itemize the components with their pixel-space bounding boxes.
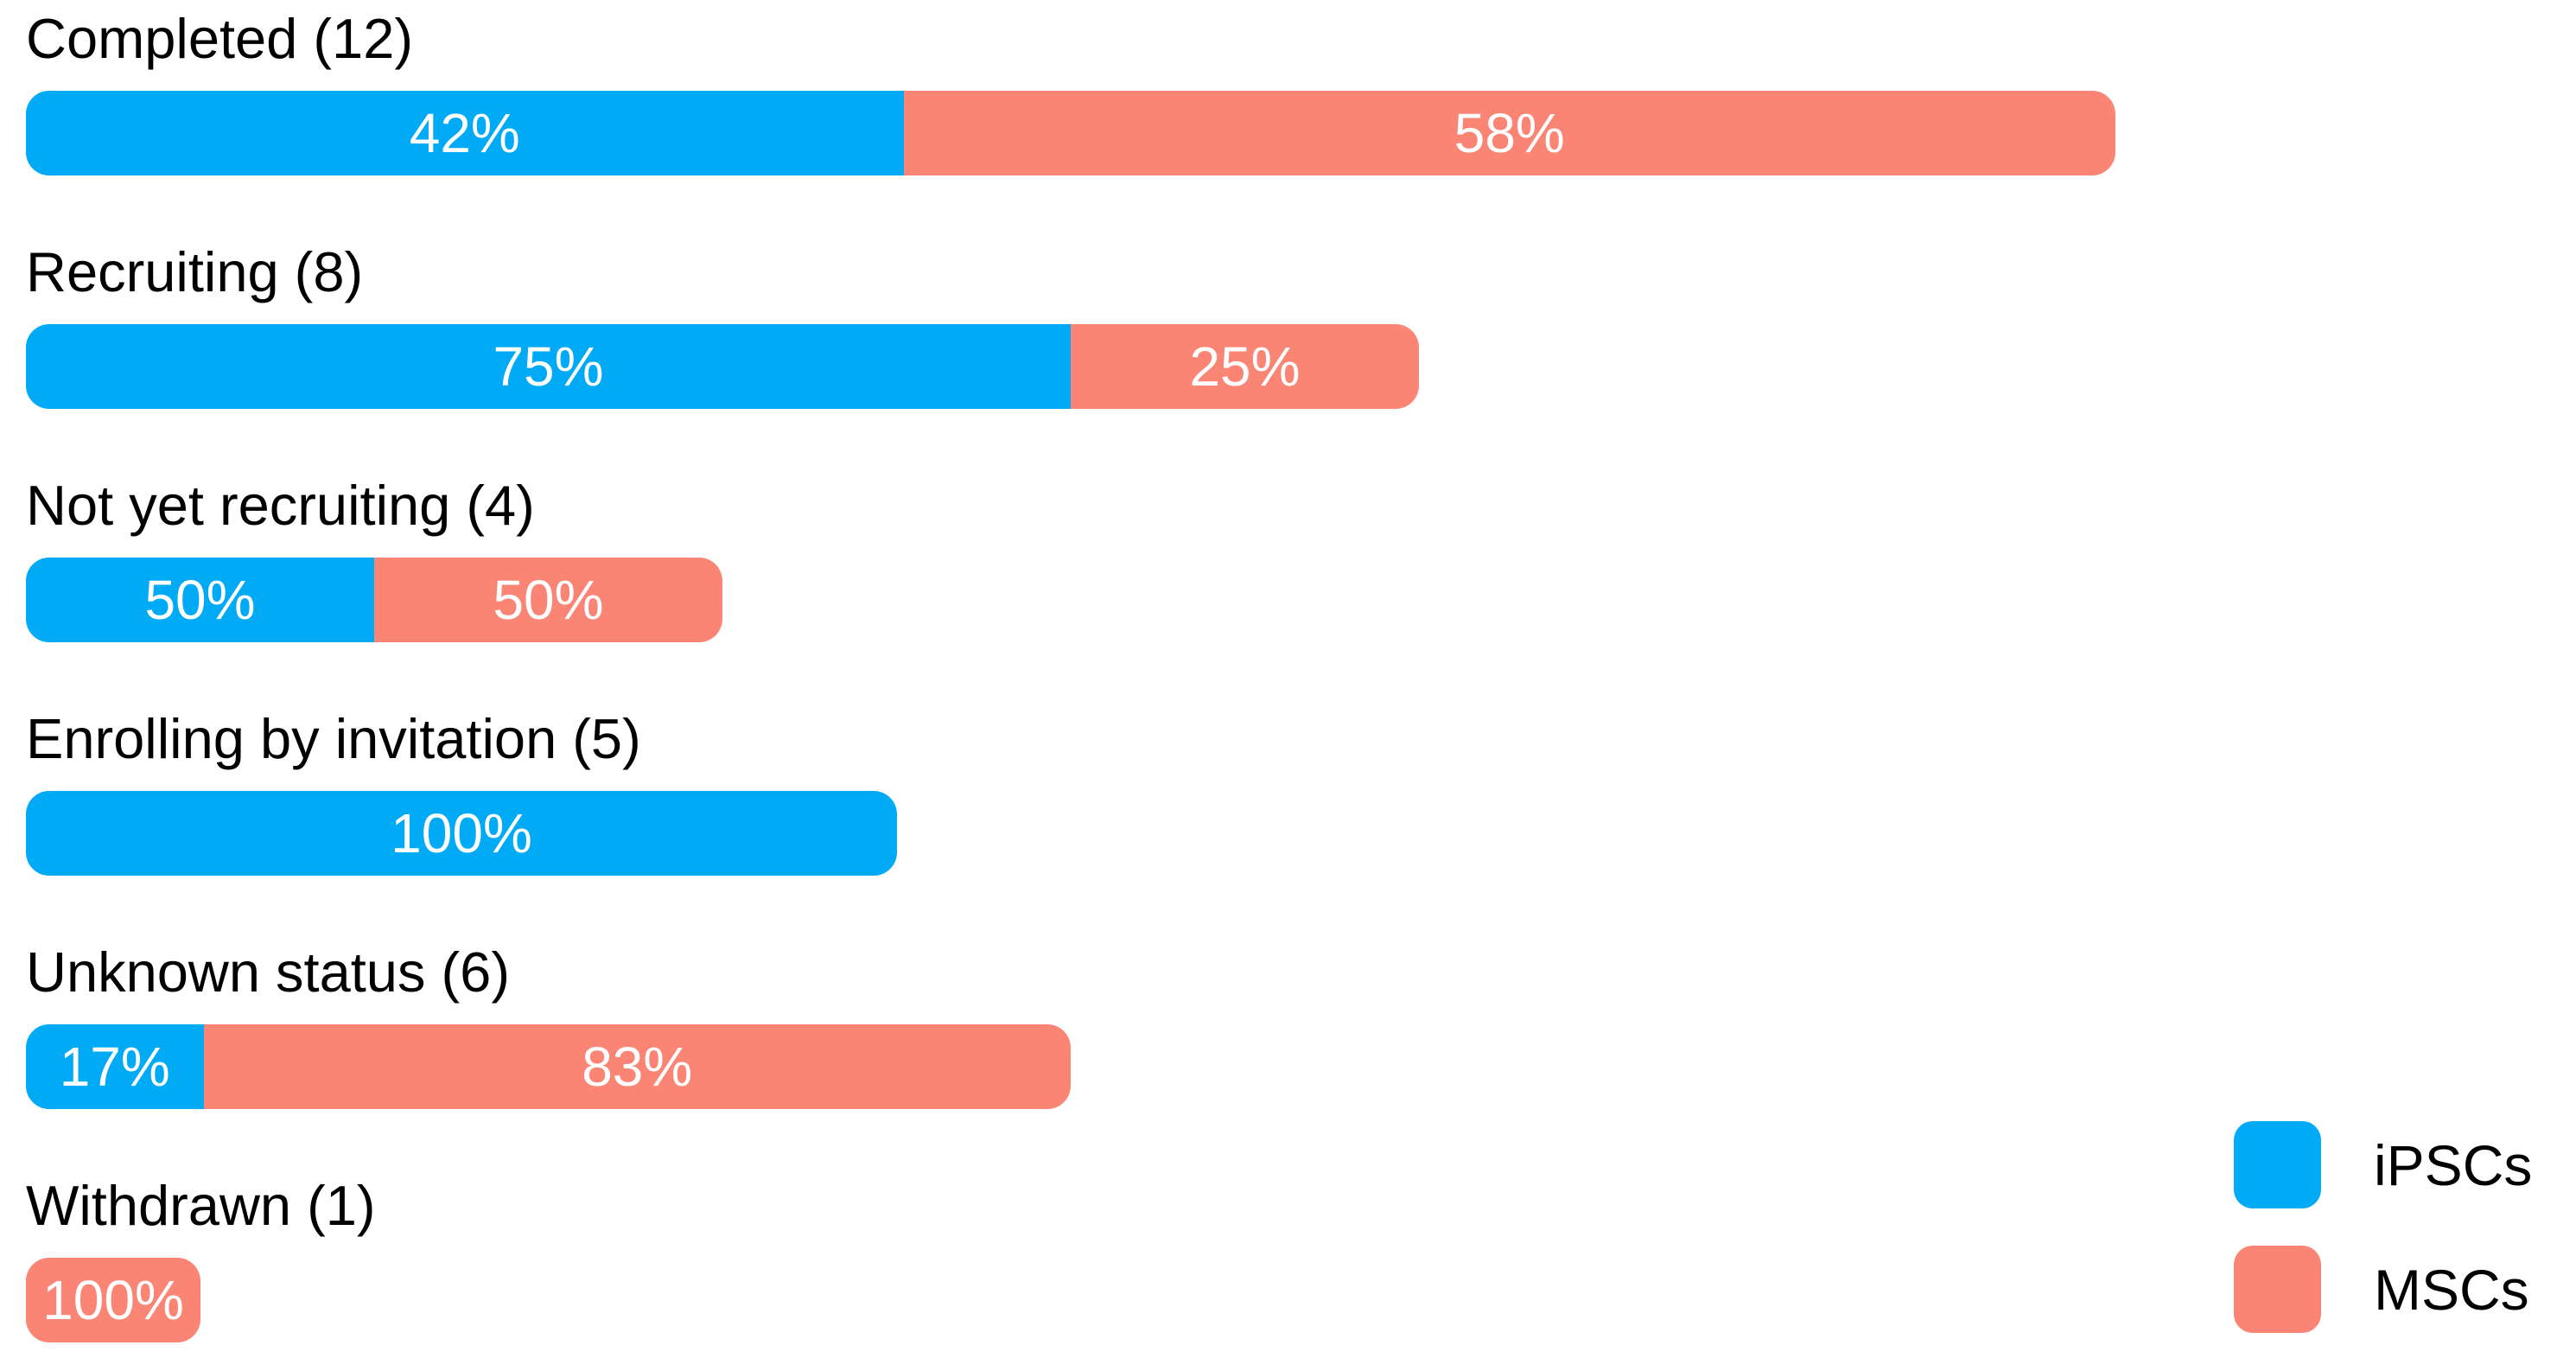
stacked-bar: 75% 25% (26, 324, 1419, 409)
percent-label: 50% (493, 569, 604, 631)
bar-row: Not yet recruiting (4) 50% 50% (26, 474, 722, 642)
category-label: Enrolling by invitation (5) (26, 707, 641, 770)
stacked-bar: 50% 50% (26, 558, 722, 642)
category-label: Not yet recruiting (4) (26, 474, 535, 537)
category-label: Recruiting (8) (26, 240, 364, 303)
bar-segment-mscs: 25% (1071, 324, 1419, 409)
bar-row: Enrolling by invitation (5) 100% (26, 707, 897, 876)
bar-segment-mscs: 50% (374, 558, 722, 642)
percent-label: 17% (59, 1036, 170, 1098)
category-label: Withdrawn (1) (26, 1174, 376, 1237)
bar-segment-ipscs: 42% (26, 91, 904, 175)
bar-row: Unknown status (6) 17% 83% (26, 940, 1071, 1109)
percent-label: 75% (493, 335, 604, 398)
stacked-bar: 42% 58% (26, 91, 2115, 175)
category-label: Unknown status (6) (26, 940, 510, 1004)
bar-row: Withdrawn (1) 100% (26, 1174, 376, 1342)
ipscs-swatch-icon (2234, 1121, 2321, 1208)
bar-segment-mscs: 83% (203, 1024, 1071, 1109)
percent-label: 25% (1189, 335, 1301, 398)
legend-item-mscs: MSCs (2234, 1246, 2529, 1333)
bar-segment-mscs: 58% (903, 91, 2115, 175)
stacked-bar: 100% (26, 1258, 200, 1342)
legend-item-ipscs: iPSCs (2234, 1121, 2532, 1208)
bar-segment-ipscs: 17% (26, 1024, 204, 1109)
percent-label: 42% (409, 102, 520, 164)
bar-row: Recruiting (8) 75% 25% (26, 240, 1419, 409)
bar-segment-ipscs: 75% (26, 324, 1071, 409)
bar-segment-ipscs: 50% (26, 558, 374, 642)
bar-segment-mscs: 100% (26, 1258, 200, 1342)
percent-label: 58% (1453, 102, 1565, 164)
mscs-swatch-icon (2234, 1246, 2321, 1333)
percent-label: 83% (582, 1036, 693, 1098)
legend-label-mscs: MSCs (2374, 1257, 2529, 1322)
stacked-bar: 17% 83% (26, 1024, 1071, 1109)
percent-label: 100% (42, 1269, 184, 1331)
legend-label-ipscs: iPSCs (2374, 1132, 2533, 1197)
percent-label: 50% (144, 569, 256, 631)
category-label: Completed (12) (26, 7, 413, 70)
percent-label: 100% (391, 802, 532, 864)
stacked-bar: 100% (26, 791, 897, 876)
bar-row: Completed (12) 42% 58% (26, 7, 2115, 175)
bar-segment-ipscs: 100% (26, 791, 897, 876)
